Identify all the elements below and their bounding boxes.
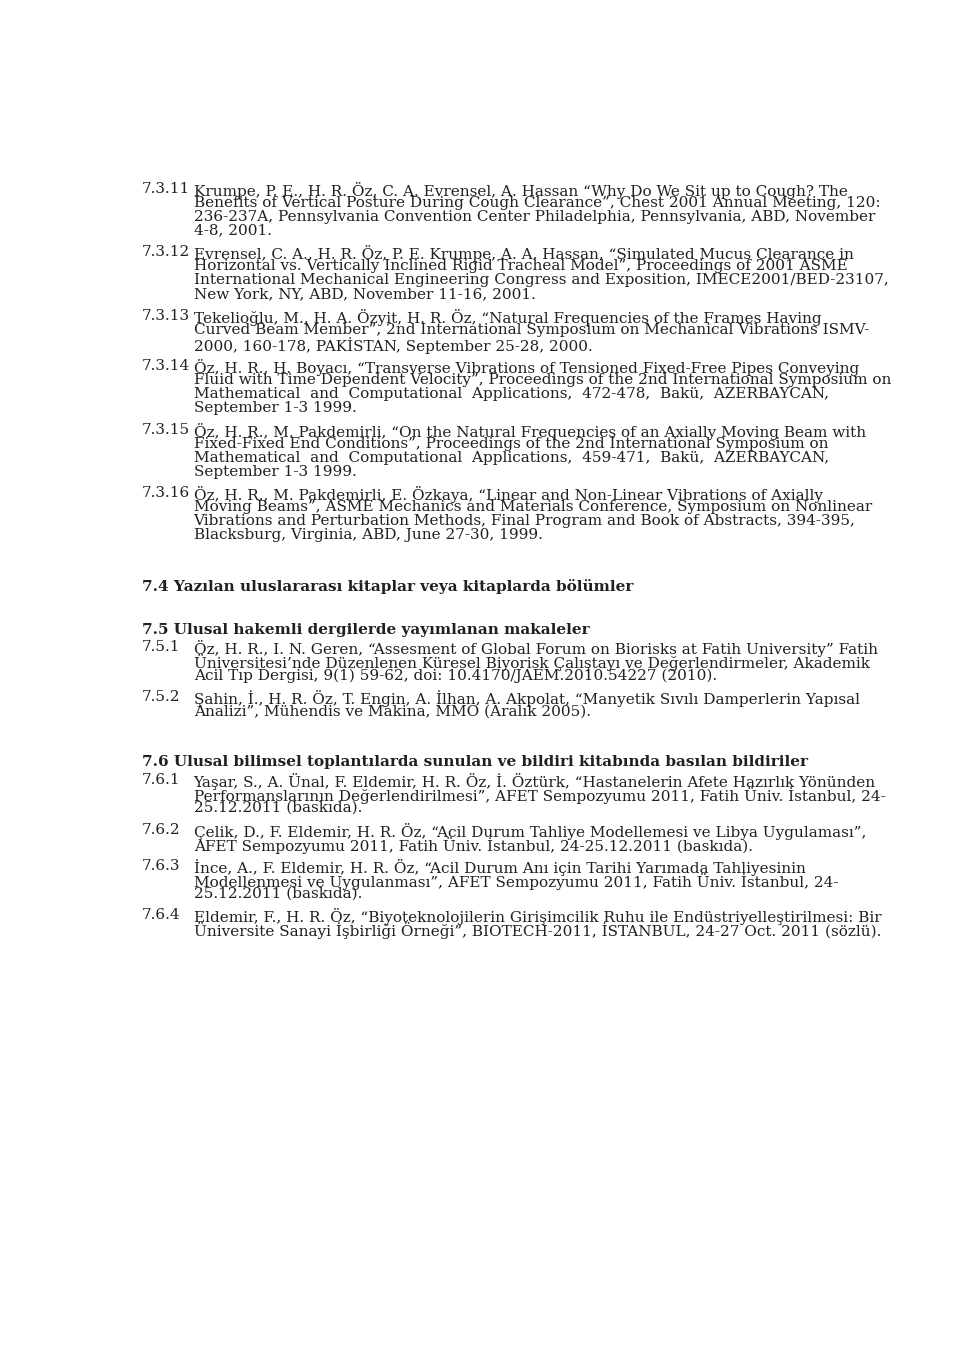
Text: Öz, H. R., I. N. Geren, “Assesment of Global Forum on Biorisks at Fatih Universi: Öz, H. R., I. N. Geren, “Assesment of Gl… bbox=[194, 641, 877, 657]
Text: 7.3.11: 7.3.11 bbox=[142, 182, 190, 195]
Text: 25.12.2011 (baskıda).: 25.12.2011 (baskıda). bbox=[194, 887, 362, 900]
Text: Modellenmesi ve Uygulanması”, AFET Sempozyumu 2011, Fatih Üniv. İstanbul, 24-: Modellenmesi ve Uygulanması”, AFET Sempo… bbox=[194, 872, 838, 890]
Text: İnce, A., F. Eldemir, H. R. Öz, “Acil Durum Anı için Tarihi Yarımada Tahliyesini: İnce, A., F. Eldemir, H. R. Öz, “Acil Du… bbox=[194, 859, 805, 875]
Text: Acil Tıp Dergisi, 9(1) 59-62, doi: 10.4170/JAEM.2010.54227 (2010).: Acil Tıp Dergisi, 9(1) 59-62, doi: 10.41… bbox=[194, 669, 717, 682]
Text: Horizontal vs. Vertically Inclined Rigid Tracheal Model”, Proceedings of 2001 AS: Horizontal vs. Vertically Inclined Rigid… bbox=[194, 260, 848, 273]
Text: Krumpe, P. E., H. R. Öz, C. A. Evrensel, A. Hassan “Why Do We Sit up to Cough? T: Krumpe, P. E., H. R. Öz, C. A. Evrensel,… bbox=[194, 182, 848, 199]
Text: Fluid with Time Dependent Velocity”, Proceedings of the 2nd International Sympos: Fluid with Time Dependent Velocity”, Pro… bbox=[194, 373, 891, 386]
Text: Mathematical  and  Computational  Applications,  459-471,  Bakü,  AZERBAYCAN,: Mathematical and Computational Applicati… bbox=[194, 451, 828, 464]
Text: Öz, H. R., H. Boyacı, “Transverse Vibrations of Tensioned Fixed-Free Pipes Conve: Öz, H. R., H. Boyacı, “Transverse Vibrat… bbox=[194, 359, 859, 376]
Text: 7.5.2: 7.5.2 bbox=[142, 690, 180, 704]
Text: 4-8, 2001.: 4-8, 2001. bbox=[194, 223, 272, 238]
Text: AFET Sempozyumu 2011, Fatih Üniv. İstanbul, 24-25.12.2011 (baskıda).: AFET Sempozyumu 2011, Fatih Üniv. İstanb… bbox=[194, 837, 753, 853]
Text: 7.6.2: 7.6.2 bbox=[142, 822, 180, 837]
Text: Şahin, İ., H. R. Öz, T. Engin, A. İlhan, A. Akpolat, “Manyetik Sıvılı Damperleri: Şahin, İ., H. R. Öz, T. Engin, A. İlhan,… bbox=[194, 690, 859, 707]
Text: 236-237A, Pennsylvania Convention Center Philadelphia, Pennsylvania, ABD, Novemb: 236-237A, Pennsylvania Convention Center… bbox=[194, 210, 875, 223]
Text: September 1-3 1999.: September 1-3 1999. bbox=[194, 464, 356, 479]
Text: International Mechanical Engineering Congress and Exposition, IMECE2001/BED-2310: International Mechanical Engineering Con… bbox=[194, 273, 888, 287]
Text: Öz, H. R., M. Pakdemirli, E. Özkaya, “Linear and Non-Linear Vibrations of Axiall: Öz, H. R., M. Pakdemirli, E. Özkaya, “Li… bbox=[194, 486, 823, 503]
Text: Üniversitesi’nde Düzenlenen Küresel Biyorisk Çalıştayı ve Değerlendirmeler, Akad: Üniversitesi’nde Düzenlenen Küresel Biyo… bbox=[194, 654, 870, 672]
Text: 7.6.4: 7.6.4 bbox=[142, 909, 180, 922]
Text: Mathematical  and  Computational  Applications,  472-478,  Bakü,  AZERBAYCAN,: Mathematical and Computational Applicati… bbox=[194, 386, 828, 401]
Text: 7.6.3: 7.6.3 bbox=[142, 859, 180, 872]
Text: Vibrations and Perturbation Methods, Final Program and Book of Abstracts, 394-39: Vibrations and Perturbation Methods, Fin… bbox=[194, 514, 855, 529]
Text: Curved Beam Member”, 2nd International Symposium on Mechanical Vibrations ISMV-: Curved Beam Member”, 2nd International S… bbox=[194, 323, 869, 336]
Text: Analizi”, Mühendis ve Makina, MMO (Aralık 2005).: Analizi”, Mühendis ve Makina, MMO (Aralı… bbox=[194, 704, 590, 719]
Text: 7.3.13: 7.3.13 bbox=[142, 310, 190, 323]
Text: September 1-3 1999.: September 1-3 1999. bbox=[194, 401, 356, 415]
Text: Blacksburg, Virginia, ABD, June 27-30, 1999.: Blacksburg, Virginia, ABD, June 27-30, 1… bbox=[194, 529, 542, 542]
Text: 7.3.16: 7.3.16 bbox=[142, 486, 190, 501]
Text: 7.3.14: 7.3.14 bbox=[142, 359, 190, 373]
Text: 7.4 Yazılan uluslararası kitaplar veya kitaplarda bölümler: 7.4 Yazılan uluslararası kitaplar veya k… bbox=[142, 579, 633, 595]
Text: Üniversite Sanayi İşbirliği Örneği”, BIOTECH-2011, İSTANBUL, 24-27 Oct. 2011 (sö: Üniversite Sanayi İşbirliği Örneği”, BIO… bbox=[194, 922, 881, 940]
Text: Yaşar, S., A. Ünal, F. Eldemir, H. R. Öz, İ. Öztürk, “Hastanelerin Afete Hazırlı: Yaşar, S., A. Ünal, F. Eldemir, H. R. Öz… bbox=[194, 773, 876, 790]
Text: 7.3.15: 7.3.15 bbox=[142, 423, 190, 436]
Text: 25.12.2011 (baskıda).: 25.12.2011 (baskıda). bbox=[194, 801, 362, 816]
Text: 7.5.1: 7.5.1 bbox=[142, 641, 180, 654]
Text: Evrensel, C. A., H. R. Öz, P. E. Krumpe, A. A. Hassan, “Simulated Mucus Clearanc: Evrensel, C. A., H. R. Öz, P. E. Krumpe,… bbox=[194, 245, 853, 262]
Text: Benefits of Vertical Posture During Cough Clearance”, Chest 2001 Annual Meeting,: Benefits of Vertical Posture During Coug… bbox=[194, 195, 880, 210]
Text: New York, NY, ABD, November 11-16, 2001.: New York, NY, ABD, November 11-16, 2001. bbox=[194, 287, 536, 302]
Text: Moving Beams”, ASME Mechanics and Materials Conference, Symposium on Nonlinear: Moving Beams”, ASME Mechanics and Materi… bbox=[194, 501, 872, 514]
Text: Eldemir, F., H. R. Öz, “Biyoteknolojilerin Girişimcilik Ruhu ile Endüstriyelleşt: Eldemir, F., H. R. Öz, “Biyoteknolojiler… bbox=[194, 909, 881, 925]
Text: Öz, H. R., M. Pakdemirli, “On the Natural Frequencies of an Axially Moving Beam : Öz, H. R., M. Pakdemirli, “On the Natura… bbox=[194, 423, 866, 440]
Text: 7.6.1: 7.6.1 bbox=[142, 773, 180, 787]
Text: 7.3.12: 7.3.12 bbox=[142, 245, 190, 260]
Text: 2000, 160-178, PAKİSTAN, September 25-28, 2000.: 2000, 160-178, PAKİSTAN, September 25-28… bbox=[194, 336, 592, 354]
Text: Performanslarının Değerlendirilmesi”, AFET Sempozyumu 2011, Fatih Üniv. İstanbul: Performanslarının Değerlendirilmesi”, AF… bbox=[194, 787, 885, 804]
Text: 7.5 Ulusal hakemli dergilerde yayımlanan makaleler: 7.5 Ulusal hakemli dergilerde yayımlanan… bbox=[142, 623, 589, 637]
Text: Tekelioğlu, M., H. A. Özyit, H. R. Öz, “Natural Frequencies of the Frames Having: Tekelioğlu, M., H. A. Özyit, H. R. Öz, “… bbox=[194, 310, 821, 326]
Text: Çelik, D., F. Eldemir, H. R. Öz, “Acil Durum Tahliye Modellemesi ve Libya Uygula: Çelik, D., F. Eldemir, H. R. Öz, “Acil D… bbox=[194, 822, 866, 840]
Text: 7.6 Ulusal bilimsel toplantılarda sunulan ve bildiri kitabında basılan bildirile: 7.6 Ulusal bilimsel toplantılarda sunula… bbox=[142, 755, 807, 769]
Text: Fixed-Fixed End Conditions”, Proceedings of the 2nd International Symposium on: Fixed-Fixed End Conditions”, Proceedings… bbox=[194, 436, 828, 451]
